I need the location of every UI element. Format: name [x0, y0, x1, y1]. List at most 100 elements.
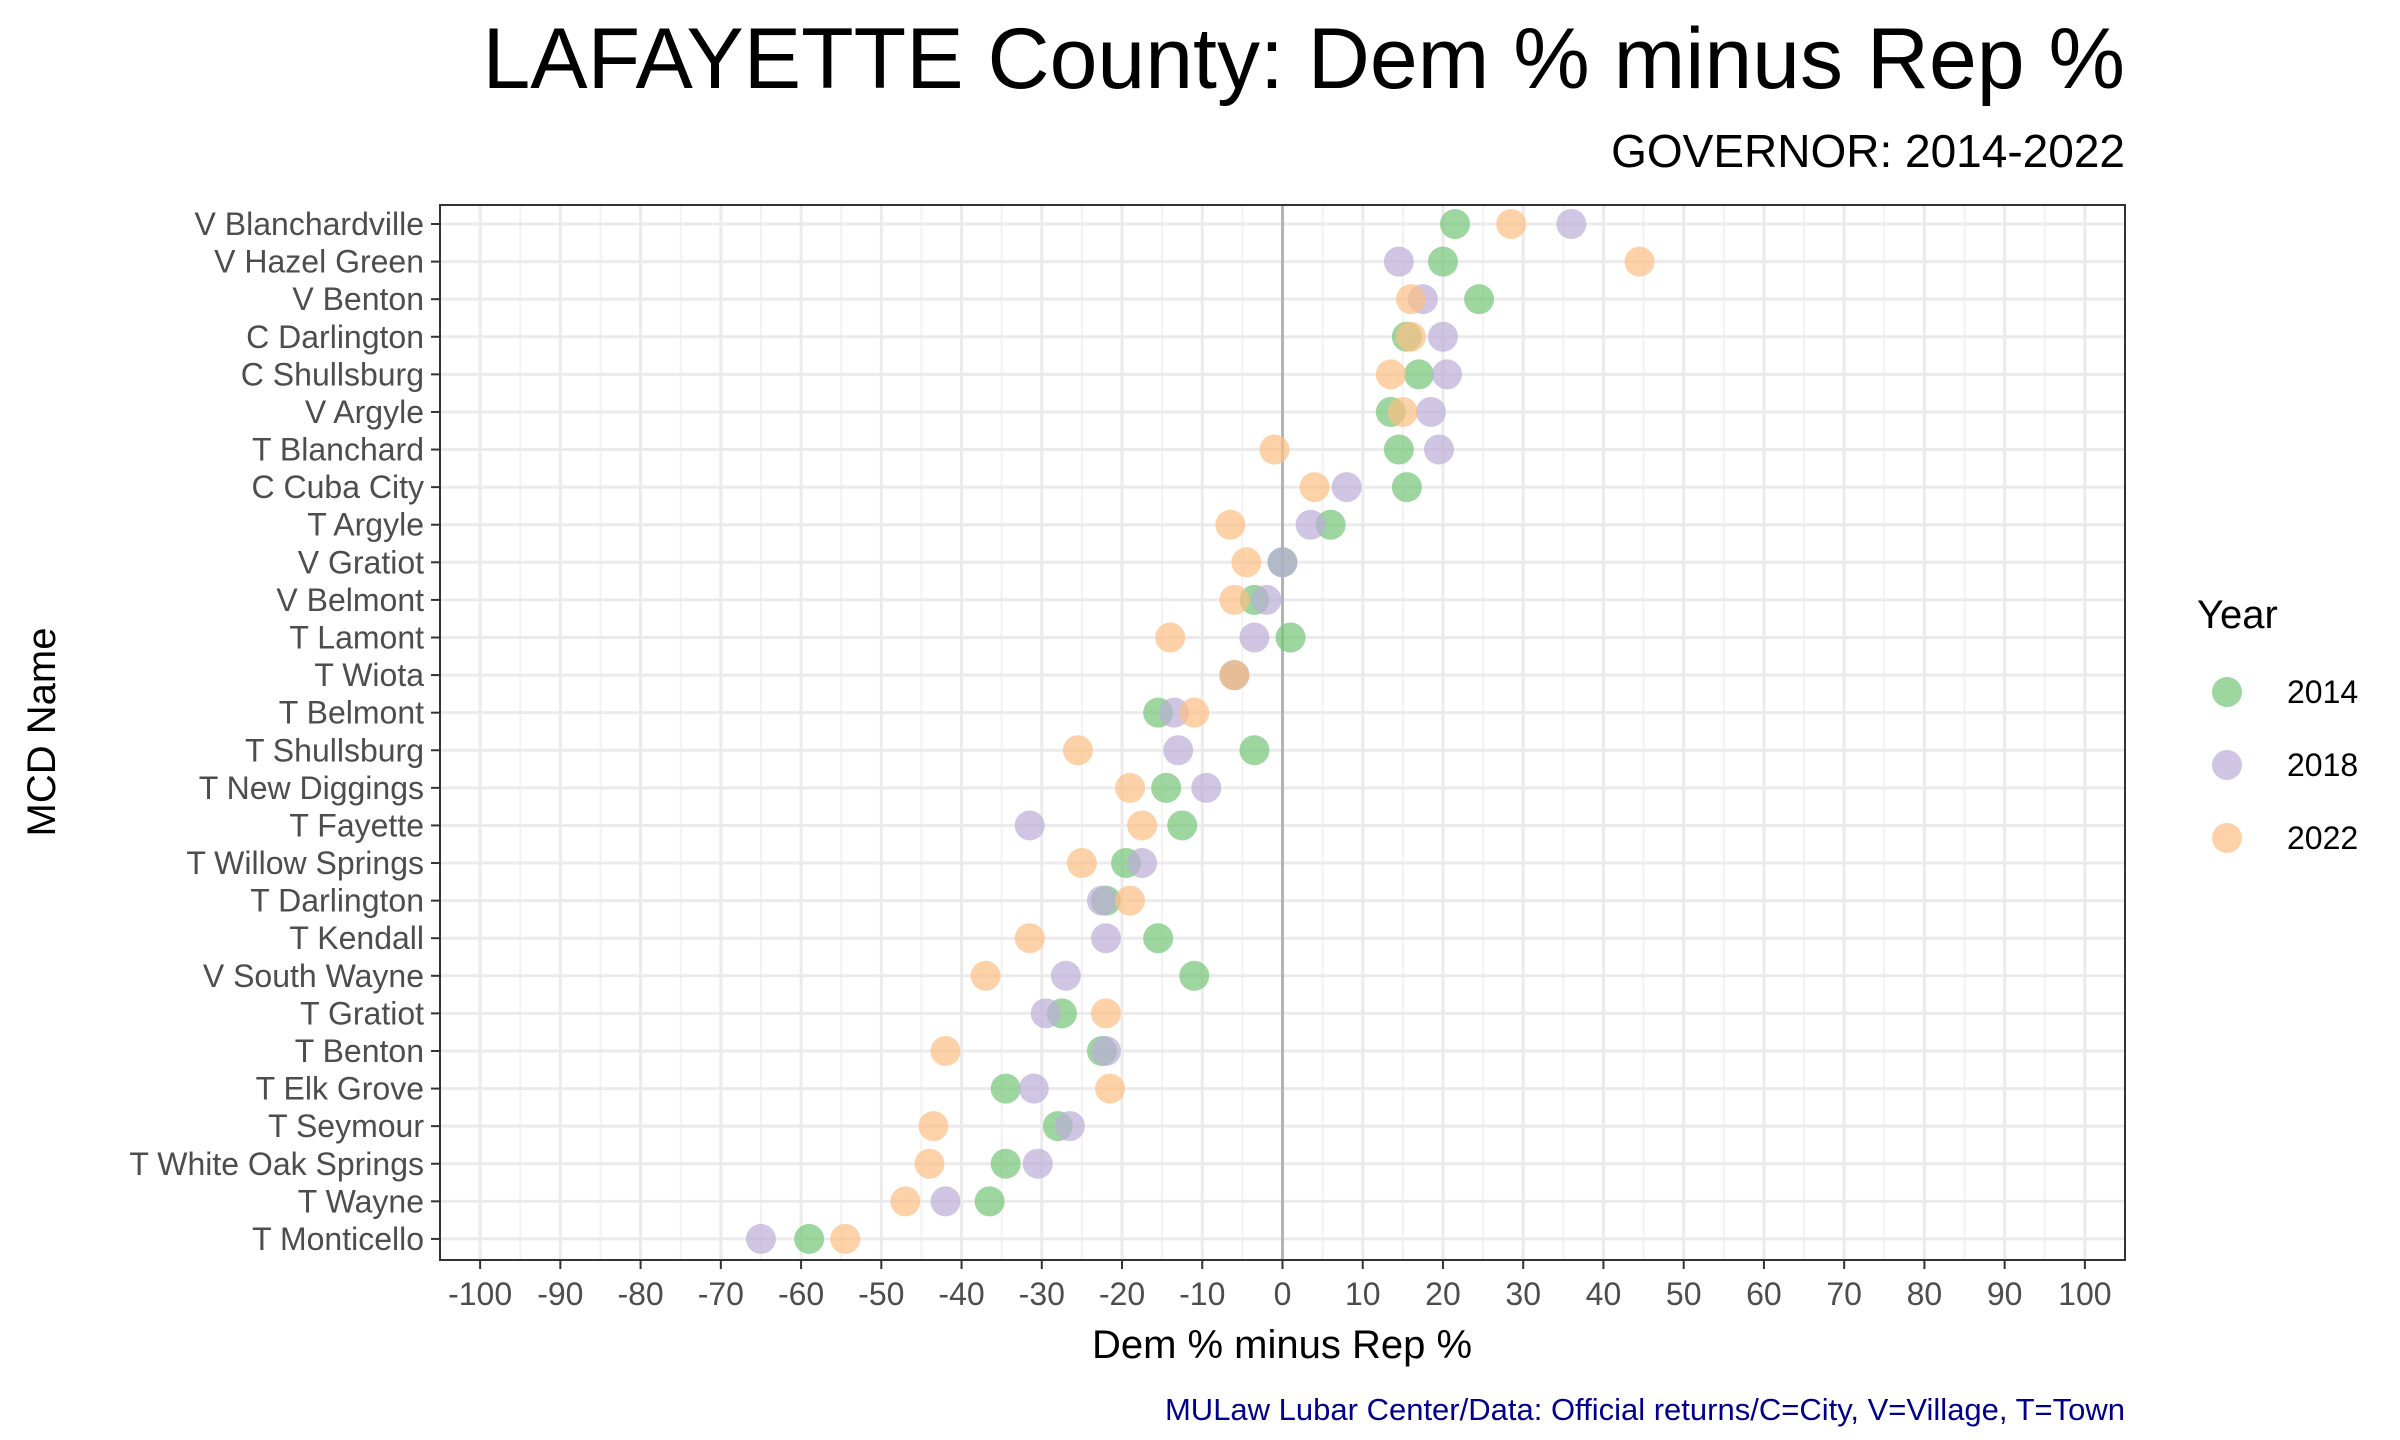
- point-2014-t-lamont: [1275, 622, 1306, 653]
- y-tick-label: T Elk Grove: [256, 1071, 424, 1107]
- point-2018-t-willow-springs: [1127, 848, 1158, 879]
- point-2018-t-elk-grove: [1018, 1073, 1049, 1104]
- y-tick-label: T Blanchard: [252, 432, 424, 468]
- y-axis-title: MCD Name: [20, 628, 64, 837]
- point-2022-t-blanchard: [1259, 434, 1290, 465]
- point-2018-c-shullsburg: [1431, 359, 1462, 390]
- point-2022-t-white-oak-springs: [914, 1148, 945, 1179]
- x-tick-label: -80: [617, 1276, 663, 1312]
- point-2014-c-cuba-city: [1391, 472, 1422, 503]
- point-2022-c-cuba-city: [1299, 472, 1330, 503]
- point-2018-t-monticello: [745, 1223, 776, 1254]
- x-tick-label: 60: [1746, 1276, 1782, 1312]
- y-tick-label: V Benton: [292, 281, 424, 317]
- point-2022-v-south-wayne: [970, 960, 1001, 991]
- chart-title: LAFAYETTE County: Dem % minus Rep %: [482, 11, 2125, 107]
- point-2014-v-benton: [1464, 284, 1495, 315]
- x-tick-label: 0: [1274, 1276, 1292, 1312]
- x-tick-label: -40: [938, 1276, 984, 1312]
- point-2022-t-seymour: [918, 1111, 949, 1142]
- x-tick-label: 40: [1586, 1276, 1622, 1312]
- y-tick-label: T Argyle: [307, 507, 424, 543]
- y-tick-label: T Monticello: [252, 1221, 424, 1257]
- point-2018-v-belmont: [1251, 584, 1282, 615]
- point-2022-t-new-diggings: [1115, 772, 1146, 803]
- point-2014-t-new-diggings: [1151, 772, 1182, 803]
- point-2014-t-kendall: [1143, 923, 1174, 954]
- legend-label-2018: 2018: [2287, 747, 2358, 783]
- point-2022-v-gratiot: [1231, 547, 1262, 578]
- point-2018-t-darlington: [1086, 885, 1117, 916]
- x-tick-label: 30: [1505, 1276, 1541, 1312]
- y-tick-label: V Hazel Green: [214, 244, 424, 280]
- y-tick-label: V Belmont: [276, 582, 424, 618]
- point-2018-t-fayette: [1014, 810, 1045, 841]
- x-tick-label: -10: [1179, 1276, 1225, 1312]
- y-tick-label: T Kendall: [289, 920, 424, 956]
- point-2014-t-shullsburg: [1239, 735, 1270, 766]
- y-tick-label: T Lamont: [289, 619, 424, 655]
- x-tick-label: 90: [1987, 1276, 2023, 1312]
- x-tick-label: -60: [778, 1276, 824, 1312]
- point-2014-t-fayette: [1167, 810, 1198, 841]
- x-axis-title: Dem % minus Rep %: [1092, 1323, 1472, 1367]
- point-2022-t-benton: [930, 1035, 961, 1066]
- point-2018-t-argyle: [1295, 509, 1326, 540]
- y-tick-label: T Wiota: [314, 657, 424, 693]
- point-2022-t-belmont: [1179, 697, 1210, 728]
- y-tick-label: T White Oak Springs: [129, 1146, 424, 1182]
- y-tick-label: T New Diggings: [199, 770, 424, 806]
- point-2018-t-lamont: [1239, 622, 1270, 653]
- point-2022-t-wayne: [890, 1186, 921, 1217]
- point-2014-t-wayne: [974, 1186, 1005, 1217]
- x-tick-label: 100: [2058, 1276, 2111, 1312]
- x-tick-label: -30: [1019, 1276, 1065, 1312]
- plot-area: [439, 204, 2126, 1261]
- point-2018-v-south-wayne: [1050, 960, 1081, 991]
- x-tick-label: 50: [1666, 1276, 1702, 1312]
- x-tick-label: -90: [537, 1276, 583, 1312]
- point-2022-t-elk-grove: [1094, 1073, 1125, 1104]
- y-tick-label: C Darlington: [246, 319, 424, 355]
- y-tick-label: C Cuba City: [252, 469, 425, 505]
- point-2018-v-blanchardville: [1556, 209, 1587, 239]
- point-2022-v-hazel-green: [1624, 246, 1655, 277]
- y-tick-label: T Gratiot: [300, 995, 424, 1031]
- point-2022-t-willow-springs: [1066, 848, 1097, 879]
- point-2018-v-hazel-green: [1383, 246, 1414, 277]
- point-2014-t-monticello: [794, 1223, 825, 1254]
- y-tick-label: T Fayette: [289, 807, 424, 843]
- point-2014-c-shullsburg: [1403, 359, 1434, 390]
- x-tick-label: 70: [1826, 1276, 1862, 1312]
- point-2014-t-white-oak-springs: [990, 1148, 1021, 1179]
- y-tick-label: V Gratiot: [298, 544, 424, 580]
- point-2022-t-monticello: [830, 1223, 861, 1254]
- point-2022-v-argyle: [1387, 396, 1418, 427]
- y-tick-label: C Shullsburg: [241, 356, 424, 392]
- legend-key-2022: [2212, 823, 2242, 853]
- y-tick-label: V South Wayne: [203, 958, 424, 994]
- point-2022-t-darlington: [1115, 885, 1146, 916]
- point-2018-v-argyle: [1415, 396, 1446, 427]
- point-2022-c-darlington: [1395, 321, 1426, 352]
- point-2014-v-blanchardville: [1440, 209, 1471, 239]
- legend-label-2022: 2022: [2287, 820, 2358, 856]
- point-2022-t-fayette: [1127, 810, 1158, 841]
- point-2018-c-cuba-city: [1331, 472, 1362, 503]
- point-2022-v-belmont: [1219, 584, 1250, 615]
- legend-title: Year: [2197, 593, 2278, 637]
- point-2018-t-wayne: [930, 1186, 961, 1217]
- point-2014-t-elk-grove: [990, 1073, 1021, 1104]
- legend-label-2014: 2014: [2287, 674, 2358, 710]
- legend-key-2014: [2212, 677, 2242, 707]
- point-2018-t-benton: [1090, 1035, 1121, 1066]
- legend: Year 2014 2018 2022: [2197, 593, 2358, 856]
- point-2018-c-darlington: [1427, 321, 1458, 352]
- point-2018-t-new-diggings: [1191, 772, 1222, 803]
- point-2018-t-white-oak-springs: [1022, 1148, 1053, 1179]
- point-2018-t-seymour: [1054, 1111, 1085, 1142]
- y-tick-label: T Wayne: [298, 1183, 424, 1219]
- point-2018-t-gratiot: [1030, 998, 1061, 1029]
- y-tick-label: T Willow Springs: [186, 845, 424, 881]
